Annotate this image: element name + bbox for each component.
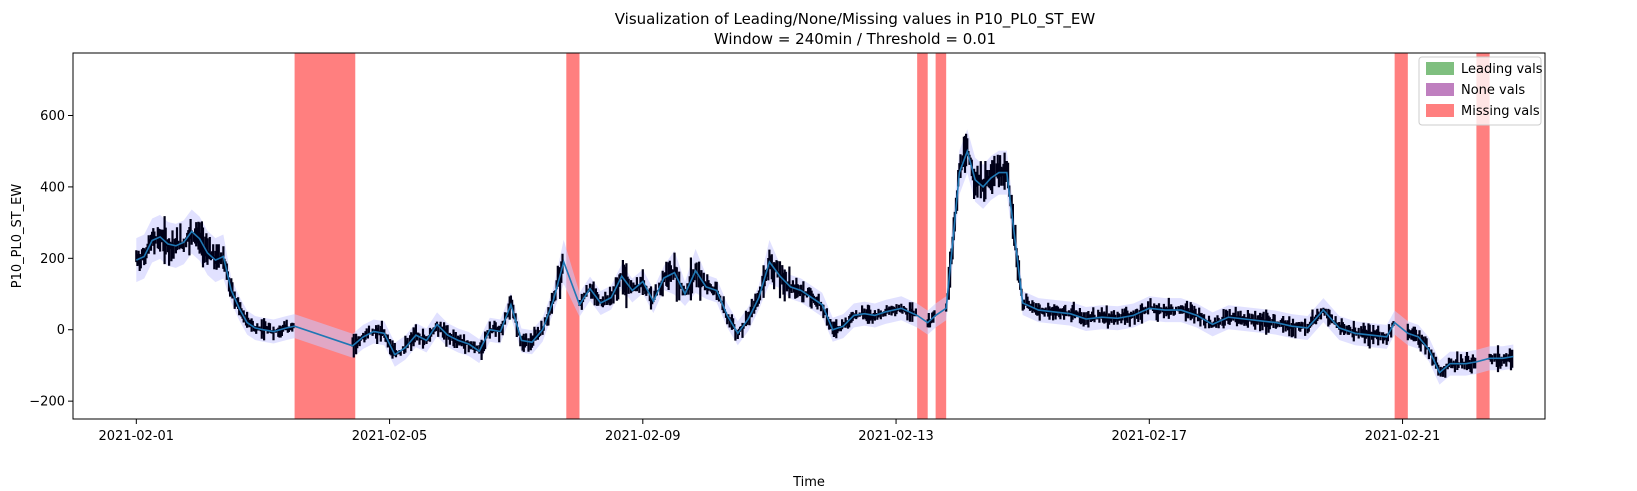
legend: Leading vals None vals Missing vals xyxy=(1418,56,1543,126)
missing-value-bands xyxy=(294,53,1490,419)
legend-label-none: None vals xyxy=(1461,83,1525,98)
missing-band-2 xyxy=(917,53,928,419)
legend-swatch-none xyxy=(1426,83,1454,96)
chart-title-line-2: Window = 240min / Threshold = 0.01 xyxy=(714,30,996,48)
y-tick-label-0: −200 xyxy=(29,395,65,410)
missing-band-3 xyxy=(935,53,947,419)
x-tick-label-3: 2021-02-13 xyxy=(858,429,934,444)
x-tick-label-2: 2021-02-09 xyxy=(605,429,681,444)
y-tick-label-4: 600 xyxy=(40,109,65,124)
y-axis-ticks: −200 0 200 400 600 xyxy=(29,109,73,410)
missing-band-5 xyxy=(1476,53,1490,419)
x-axis-label: Time xyxy=(792,475,825,490)
y-axis-label: P10_PL0_ST_EW xyxy=(10,184,25,289)
missing-band-0 xyxy=(294,53,356,419)
x-tick-label-4: 2021-02-17 xyxy=(1112,429,1188,444)
chart-title-line-1: Visualization of Leading/None/Missing va… xyxy=(615,10,1096,29)
confidence-band-layer xyxy=(136,129,1514,385)
legend-label-missing: Missing vals xyxy=(1461,104,1540,119)
y-tick-label-2: 200 xyxy=(40,252,65,267)
missing-band-4 xyxy=(1394,53,1408,419)
x-tick-label-5: 2021-02-21 xyxy=(1365,429,1441,444)
missing-band-1 xyxy=(566,53,580,419)
y-tick-label-1: 0 xyxy=(57,323,65,338)
y-tick-label-3: 400 xyxy=(40,180,65,195)
x-tick-label-0: 2021-02-01 xyxy=(99,429,175,444)
rolling-mean-line xyxy=(135,148,1514,374)
x-tick-label-1: 2021-02-05 xyxy=(352,429,428,444)
confidence-band xyxy=(136,129,1514,385)
rolling-mean-layer xyxy=(135,148,1514,374)
legend-label-leading: Leading vals xyxy=(1461,62,1543,77)
plot-frame xyxy=(72,52,1546,420)
legend-swatch-missing xyxy=(1426,104,1454,117)
x-axis-ticks: 2021-02-01 2021-02-05 2021-02-09 2021-02-13… xyxy=(99,419,1441,444)
legend-swatch-leading xyxy=(1426,62,1454,75)
